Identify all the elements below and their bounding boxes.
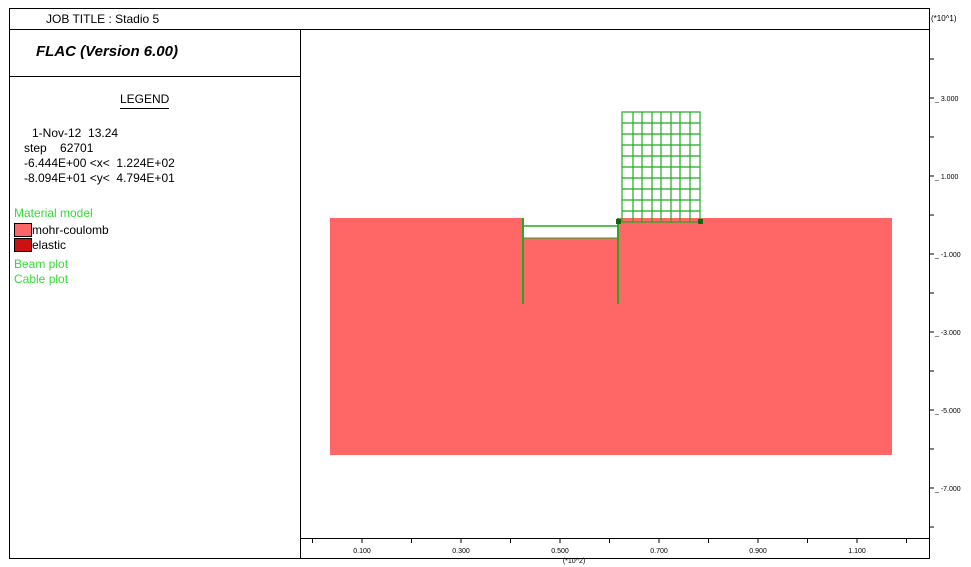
x-axis-frame bbox=[300, 538, 930, 559]
cable-plot-label: Cable plot bbox=[14, 272, 69, 286]
x-tick-label: 0.500 bbox=[551, 548, 569, 555]
mohr-coulomb-swatch bbox=[14, 223, 32, 237]
building-grid bbox=[616, 111, 703, 224]
elastic-label: elastic bbox=[32, 238, 67, 252]
x-tick-label: 0.300 bbox=[452, 548, 470, 555]
soil-domain bbox=[330, 218, 892, 455]
y-range: -8.094E+01 <y< 4.794E+01 bbox=[24, 171, 175, 185]
material-model-heading: Material model bbox=[14, 206, 93, 220]
elastic-swatch bbox=[14, 238, 32, 252]
y-tick-label: _ -1.000 bbox=[934, 252, 961, 259]
step-count: step 62701 bbox=[24, 141, 94, 155]
job-title: JOB TITLE : Stadio 5 bbox=[46, 12, 160, 26]
x-tick-label: 1.100 bbox=[848, 548, 866, 555]
y-axis-ticks: _ 3.000 _ 1.000 _ -1.000 _ -3.000 _ -5.000 _ … bbox=[930, 58, 961, 528]
x-range: -6.444E+00 <x< 1.224E+02 bbox=[24, 156, 175, 170]
building-footing bbox=[698, 219, 703, 224]
x-scale-label: (*10^2) bbox=[563, 558, 585, 565]
version-title: FLAC (Version 6.00) bbox=[36, 43, 178, 60]
version-box: FLAC (Version 6.00) bbox=[10, 30, 300, 77]
y-tick-label: _ -3.000 bbox=[934, 330, 961, 337]
y-tick-label: _ 1.000 bbox=[934, 174, 958, 181]
beam-plot-label: Beam plot bbox=[14, 257, 69, 271]
x-axis-ticks: 0.100 0.300 0.500 0.700 0.900 1.100 bbox=[312, 539, 907, 555]
legend-panel: FLAC (Version 6.00) LEGEND 1-Nov-12 13.2… bbox=[9, 29, 301, 559]
y-tick-label: _ -5.000 bbox=[934, 408, 961, 415]
date-time: 1-Nov-12 13.24 bbox=[32, 126, 119, 140]
building-footing bbox=[616, 219, 621, 224]
y-tick-label: _ 3.000 bbox=[934, 96, 958, 103]
y-scale-label: (*10^1) bbox=[931, 14, 957, 23]
y-tick-label: _ -7.000 bbox=[934, 486, 961, 493]
legend-title: LEGEND bbox=[120, 92, 170, 109]
x-tick-label: 0.100 bbox=[353, 548, 371, 555]
x-tick-label: 0.900 bbox=[749, 548, 767, 555]
mohr-coulomb-label: mohr-coulomb bbox=[32, 223, 109, 237]
x-tick-label: 0.700 bbox=[650, 548, 668, 555]
